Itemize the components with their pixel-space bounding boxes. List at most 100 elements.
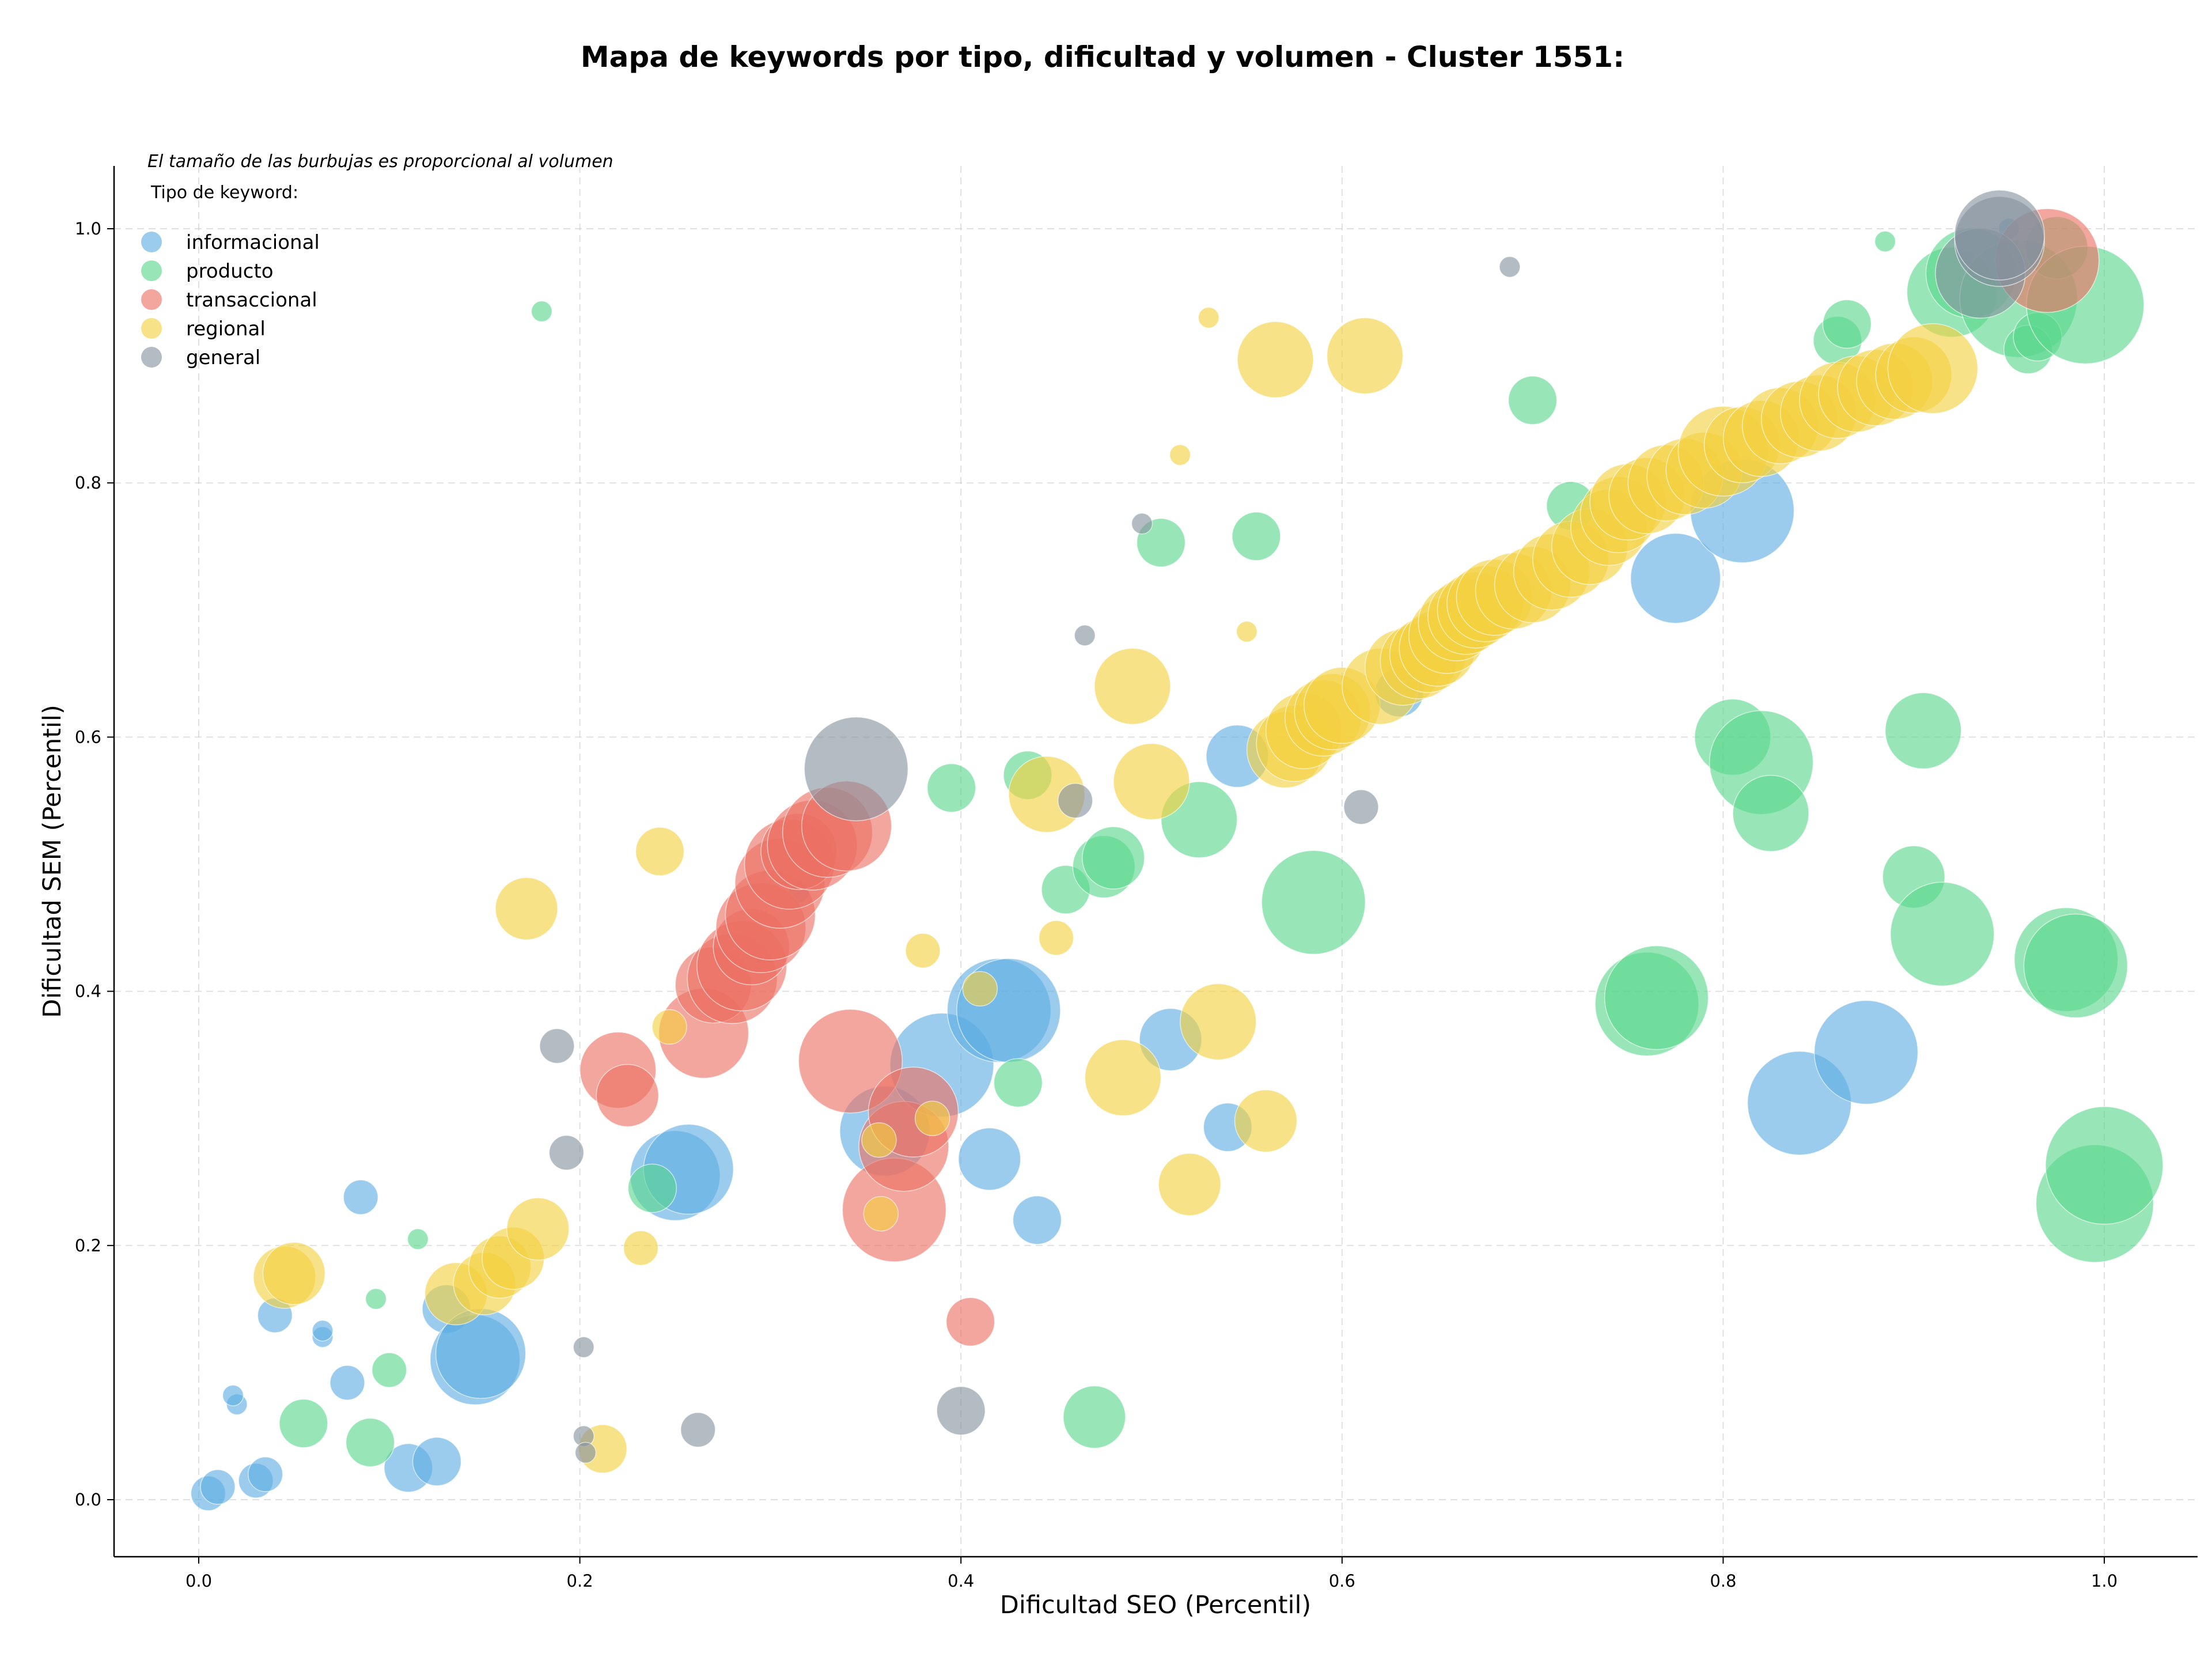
x-tick-label: 0.6 [1329,1571,1355,1591]
bubble-informacional [343,1179,378,1215]
bubble-informacional [312,1319,334,1342]
x-tick-label: 1.0 [2091,1571,2118,1591]
bubble-producto [1261,850,1366,955]
y-tick-label: 0.2 [75,1236,101,1255]
bubble-producto [1604,945,1709,1050]
bubble-producto [372,1352,407,1388]
axis-ticks: 0.0 0.2 0.4 0.6 0.8 1.0 0.0 0.2 0.4 0.6 0.8 1.0 [75,219,2118,1591]
x-tick-label: 0.0 [185,1571,212,1591]
bubble-general [1343,789,1379,825]
legend-label-regional: regional [186,317,266,340]
legend: informacional producto transaccional region… [141,231,320,369]
bubble-regional [861,1122,897,1158]
bubble-regional [1887,323,1979,414]
bubble-general [573,1336,594,1359]
x-tick-label: 0.8 [1710,1571,1736,1591]
bubble-informacional [1630,532,1721,624]
bubble-general [1057,782,1093,819]
legend-label-informacional: informacional [186,231,320,254]
x-tick-label: 0.2 [567,1571,593,1591]
bubble-regional [1094,648,1171,725]
bubble-regional [506,1197,570,1261]
bubble-informacional [248,1456,283,1492]
bubble-informacional [329,1365,365,1401]
bubble-general [1074,625,1096,646]
bubble-informacional [1012,1195,1062,1245]
y-tick-label: 1.0 [75,219,101,239]
y-tick-label: 0.8 [75,473,101,493]
legend-marker-general [141,347,162,368]
bubble-regional [914,1100,950,1136]
legend-marker-informacional [141,232,162,252]
bubble-regional [1180,983,1257,1061]
bubbles [190,190,2164,1511]
bubble-general [574,1441,597,1464]
bubble-general [539,1028,575,1064]
bubble-general [680,1412,716,1448]
chart-title: Mapa de keywords por tipo, dificultad y … [581,40,1624,74]
bubble-producto [1822,299,1872,349]
legend-marker-producto [141,260,162,281]
y-tick-label: 0.0 [75,1490,101,1509]
bubble-producto [345,1417,395,1467]
bubble-producto [1063,1385,1126,1449]
bubble-regional [1234,1089,1298,1153]
bubble-general [936,1386,986,1436]
bubble-producto [365,1288,387,1310]
bubble-producto [993,1058,1043,1108]
bubble-producto [926,763,976,813]
bubble-producto [1874,230,1896,252]
bubble-regional [652,1009,687,1045]
bubble-transaccional [596,1064,660,1127]
bubble-regional [1326,317,1404,395]
bubble-general [548,1135,585,1171]
bubble-producto [1884,692,1962,770]
bubble-producto [627,1163,677,1213]
bubble-regional [1084,1039,1162,1117]
y-tick-label: 0.4 [75,982,101,1001]
legend-label-transaccional: transaccional [186,289,317,312]
bubble-regional [905,933,941,968]
bubble-producto [2045,1106,2164,1225]
bubble-regional [495,877,558,940]
legend-label-producto: producto [186,260,274,283]
bubble-informacional [222,1384,244,1406]
legend-marker-transaccional [141,289,162,310]
bubble-transaccional [945,1297,995,1346]
bubble-producto [1732,775,1809,852]
bubble-regional [1158,1153,1221,1216]
bubble-regional [1113,743,1190,820]
bubble-size-note: El tamaño de las burbujas es proporciona… [147,152,613,172]
bubble-producto [407,1228,429,1250]
bubble-regional [1236,620,1258,643]
bubble-producto [1082,826,1145,890]
bubble-producto [531,300,553,323]
bubble-regional [1169,444,1191,466]
bubble-regional [262,1242,326,1306]
grid-lines [114,166,2198,1557]
bubble-informacional [958,1127,1021,1191]
bubble-producto [1508,376,1558,425]
bubble-producto [1890,881,1995,987]
bubble-producto [1232,512,1281,561]
bubble-general [1499,256,1521,278]
bubble-general [804,716,909,822]
bubble-informacional [412,1437,462,1486]
bubble-producto [2023,913,2128,1019]
legend-title: Tipo de keyword: [150,183,298,203]
x-tick-label: 0.4 [948,1571,974,1591]
bubble-regional [863,1195,899,1232]
x-axis-label: Dificultad SEO (Percentil) [1000,1591,1311,1620]
bubble-regional [623,1230,659,1266]
y-tick-label: 0.6 [75,727,101,747]
bubble-producto [279,1398,328,1448]
bubble-informacional [200,1469,236,1505]
y-axis-label: Dificultad SEM (Percentil) [38,705,67,1018]
bubble-regional [635,827,685,876]
bubble-informacional [1813,1000,1919,1105]
bubble-general [1131,513,1153,535]
bubble-regional [1038,920,1074,956]
bubble-regional [1198,307,1219,329]
bubble-regional [1237,321,1314,398]
